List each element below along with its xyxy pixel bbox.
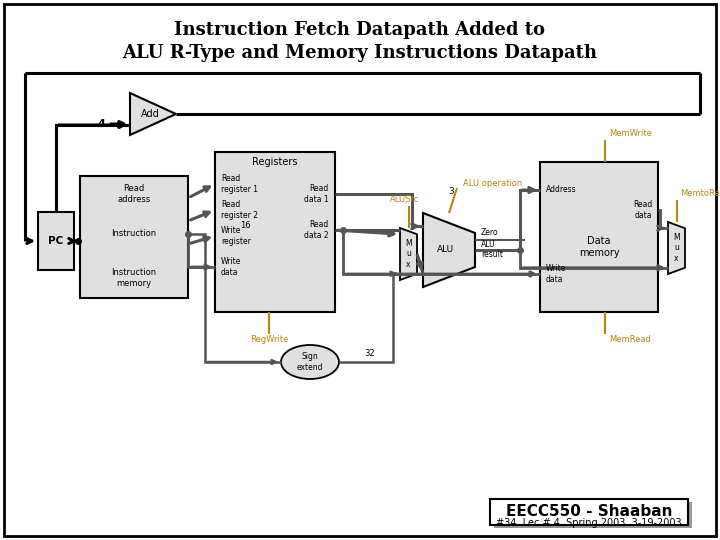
- Ellipse shape: [281, 345, 339, 379]
- Text: Instruction Fetch Datapath Added to: Instruction Fetch Datapath Added to: [174, 21, 546, 39]
- Text: MemRead: MemRead: [609, 335, 651, 345]
- Text: 32: 32: [365, 349, 375, 359]
- Text: Read
register 2: Read register 2: [221, 200, 258, 220]
- Text: ALU operation: ALU operation: [463, 179, 522, 188]
- Text: Address: Address: [546, 186, 577, 194]
- Text: Write
register: Write register: [221, 226, 251, 246]
- Text: Add: Add: [140, 109, 159, 119]
- Text: Zero: Zero: [481, 228, 499, 238]
- Text: M
u
x: M u x: [405, 239, 412, 269]
- Text: ALU R-Type and Memory Instructions Datapath: ALU R-Type and Memory Instructions Datap…: [122, 44, 598, 62]
- Text: Read
data 1: Read data 1: [305, 184, 329, 204]
- Text: result: result: [481, 250, 503, 259]
- Polygon shape: [423, 213, 475, 287]
- Bar: [215, 152, 335, 312]
- Text: Sign
extend: Sign extend: [297, 352, 323, 372]
- Text: Write
data: Write data: [546, 264, 567, 284]
- Text: Registers: Registers: [252, 157, 298, 167]
- Polygon shape: [400, 228, 417, 280]
- Text: EECC550 - Shaaban: EECC550 - Shaaban: [505, 503, 672, 518]
- Text: Write
data: Write data: [221, 257, 241, 276]
- Text: Read
address: Read address: [117, 184, 150, 204]
- Text: MemtoReg: MemtoReg: [680, 190, 720, 199]
- Text: Read
register 1: Read register 1: [221, 174, 258, 194]
- Text: ALU: ALU: [481, 240, 495, 248]
- Bar: [80, 176, 188, 298]
- Text: RegWrite: RegWrite: [250, 335, 288, 345]
- Polygon shape: [130, 93, 176, 135]
- Text: Read
data: Read data: [633, 200, 652, 220]
- Text: Instruction
memory: Instruction memory: [112, 268, 156, 288]
- Text: MemWrite: MemWrite: [609, 130, 652, 138]
- Polygon shape: [668, 222, 685, 274]
- Bar: [490, 499, 688, 525]
- Text: #34  Lec # 4  Spring 2003  3-19-2003: #34 Lec # 4 Spring 2003 3-19-2003: [496, 518, 682, 528]
- Text: Instruction: Instruction: [112, 230, 156, 239]
- Bar: [494, 502, 692, 528]
- Text: Read
data 2: Read data 2: [305, 220, 329, 240]
- Text: 4: 4: [97, 119, 105, 129]
- Text: PC: PC: [48, 236, 63, 246]
- Text: 3: 3: [448, 187, 454, 197]
- Bar: [540, 162, 658, 312]
- Bar: [38, 212, 74, 270]
- Text: ALUSrc: ALUSrc: [390, 195, 419, 205]
- Text: Data
memory: Data memory: [579, 236, 619, 258]
- Text: 16: 16: [240, 221, 251, 231]
- Text: ALU: ALU: [436, 246, 454, 254]
- Text: M
u
x: M u x: [673, 233, 680, 263]
